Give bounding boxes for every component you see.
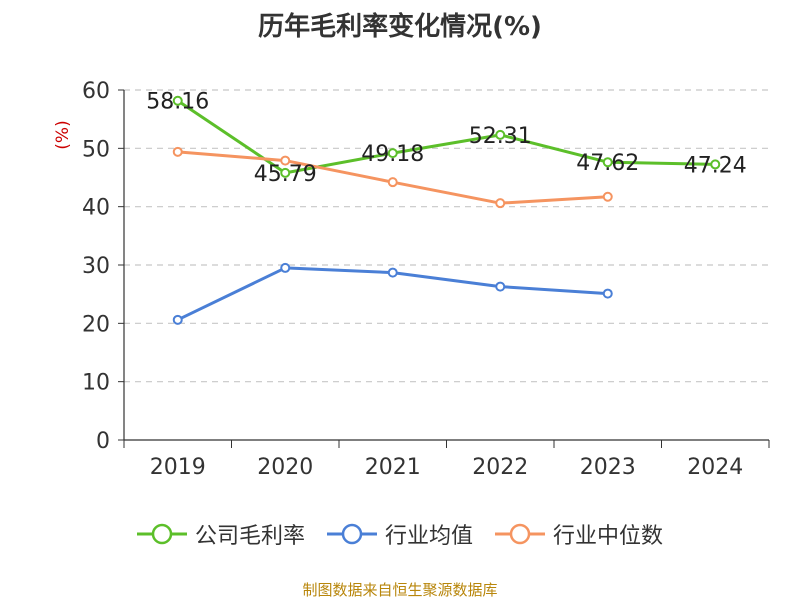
x-tick-label: 2019: [150, 455, 206, 480]
series-line: [176, 99, 716, 175]
data-point: [280, 167, 291, 178]
data-label: 52.31: [469, 124, 532, 149]
legend-swatch-icon: [326, 523, 377, 545]
legend-label: 公司毛利率: [194, 524, 305, 549]
data-point: [710, 159, 721, 170]
legend: 公司毛利率 行业均值 行业中位数: [0, 518, 800, 550]
y-tick-label: 50: [82, 137, 110, 162]
data-point: [280, 262, 291, 273]
y-tick-label: 10: [82, 371, 110, 396]
data-label: 47.62: [576, 151, 639, 176]
data-label: 49.18: [361, 142, 424, 167]
data-point: [495, 198, 506, 209]
series-layer: [172, 95, 721, 325]
data-point: [602, 157, 613, 168]
x-tick-label: 2022: [472, 455, 528, 480]
data-label: 47.24: [684, 153, 747, 178]
data-label: 58.16: [146, 90, 209, 115]
x-tick-label: 2021: [365, 455, 421, 480]
label-layer: 58.16 45.79 49.18 52.31 47.62 47.24: [146, 90, 746, 187]
legend-item[interactable]: 行业均值: [326, 518, 473, 550]
legend-label: 行业中位数: [553, 524, 664, 549]
x-tick-label: 2023: [580, 455, 636, 480]
data-point: [602, 288, 613, 299]
legend-swatch-icon: [136, 523, 187, 545]
y-tick-label: 20: [82, 312, 110, 337]
grid-layer: [124, 89, 769, 383]
y-tick-label: 0: [96, 429, 110, 454]
x-tick-label: 2024: [687, 455, 743, 480]
data-label: 45.79: [254, 162, 317, 187]
data-point: [495, 281, 506, 292]
x-tick-label: 2020: [257, 455, 313, 480]
y-tick-label: 30: [82, 254, 110, 279]
data-point: [172, 146, 183, 157]
legend-label: 行业均值: [384, 524, 473, 549]
source-note: 制图数据来自恒生聚源数据库: [302, 581, 498, 599]
data-point: [387, 267, 398, 278]
data-point: [172, 95, 183, 106]
legend-swatch-icon: [495, 523, 545, 545]
legend-item[interactable]: 公司毛利率: [136, 518, 305, 550]
y-tick-label: 40: [82, 196, 110, 221]
chart-title: 历年毛利率变化情况(%): [258, 12, 542, 42]
y-axis-label: (%): [53, 120, 73, 149]
data-point: [495, 129, 506, 140]
data-point: [172, 314, 183, 325]
data-point: [280, 155, 291, 166]
data-point: [387, 177, 398, 188]
data-point: [387, 148, 398, 159]
data-point: [602, 191, 613, 202]
legend-item[interactable]: 行业中位数: [495, 518, 663, 550]
axis-layer: 0 10 20 30 40 50 60 2019 2020 2021 2022 2023 2024 (%): [53, 79, 770, 480]
y-tick-label: 60: [82, 79, 110, 104]
